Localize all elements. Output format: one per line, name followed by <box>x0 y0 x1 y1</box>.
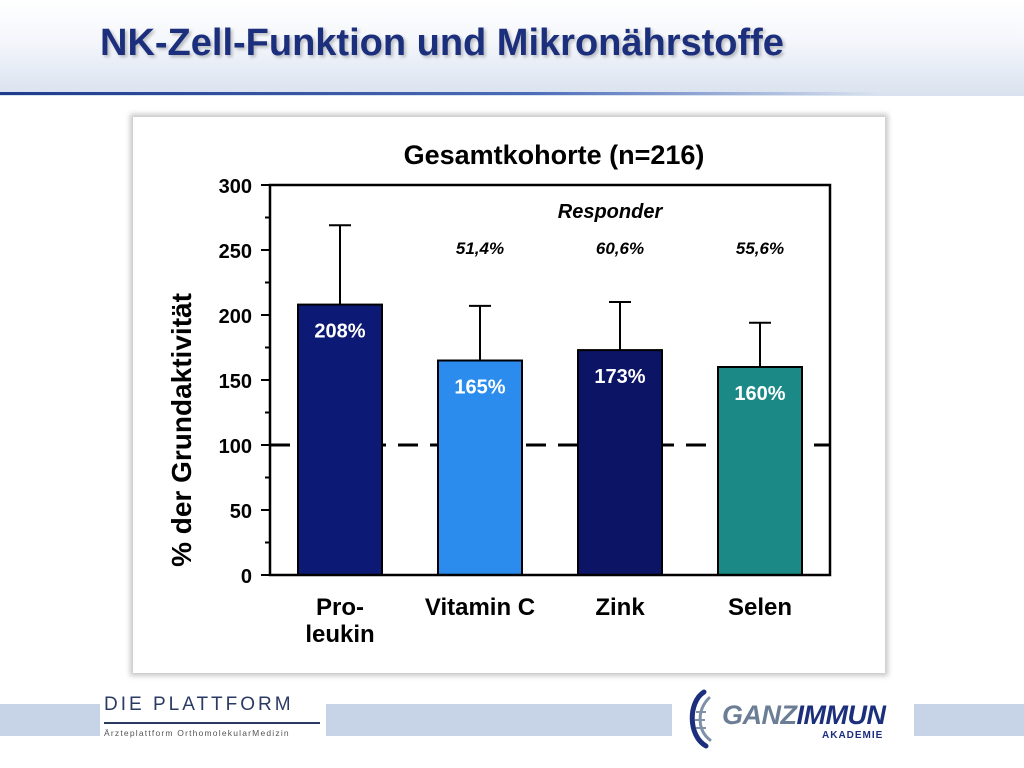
bar-value-label: 160% <box>734 383 785 405</box>
bar-proleukin <box>297 303 383 576</box>
plattform-logo-subtitle: Ärzteplattform OrthomolekularMedizin <box>104 728 290 738</box>
bar-selen <box>717 366 803 576</box>
bar-value-label: 208% <box>314 321 365 343</box>
ganzimmun-logo-part1: GANZ <box>722 700 797 730</box>
bar-value-label: 173% <box>594 366 645 388</box>
y-axis-label: % der Grundaktivität <box>166 293 197 567</box>
chart-panel: Gesamtkohorte (n=216) % der Grundaktivit… <box>133 117 885 673</box>
slide-title: NK-Zell-Funktion und Mikronährstoffe <box>100 22 784 64</box>
x-category-label: Selen <box>728 594 792 621</box>
footer-band <box>0 704 100 736</box>
ganzimmun-logo: GANZIMMUN AKADEMIE <box>682 688 914 750</box>
x-category-label: Zink <box>595 594 645 621</box>
slide-header <box>0 0 1024 96</box>
responder-label: Responder <box>558 201 664 223</box>
y-tick-label: 100 <box>219 436 252 458</box>
responder-percent: 55,6% <box>736 239 784 258</box>
footer-band <box>914 704 1024 736</box>
bar-zink <box>577 349 663 576</box>
x-category-label: Vitamin C <box>425 594 535 621</box>
plattform-logo-rule <box>104 722 320 724</box>
y-tick-label: 200 <box>219 306 252 328</box>
y-tick-label: 150 <box>219 371 252 393</box>
chart-title: Gesamtkohorte (n=216) <box>404 140 705 170</box>
plattform-logo: DIE PLATTFORM Ärzteplattform Orthomoleku… <box>104 694 324 748</box>
x-category-label: Pro- <box>316 594 364 621</box>
ganzimmun-logo-name: GANZIMMUN <box>722 700 886 731</box>
plattform-logo-name: DIE PLATTFORM <box>104 694 294 715</box>
y-tick-label: 50 <box>230 501 252 523</box>
y-tick-label: 250 <box>219 241 252 263</box>
plot-area-frame <box>268 183 832 577</box>
header-divider <box>0 92 880 95</box>
ganzimmun-logo-part2: IMMUN <box>796 700 886 730</box>
responder-percent: 60,6% <box>596 239 644 258</box>
y-tick-label: 0 <box>241 566 252 588</box>
footer-band <box>326 704 672 736</box>
helix-icon <box>689 689 712 749</box>
bar-chart: Gesamtkohorte (n=216) % der Grundaktivit… <box>166 140 832 648</box>
ganzimmun-logo-subtitle: AKADEMIE <box>822 730 884 741</box>
y-tick-label: 300 <box>219 176 252 198</box>
x-category-label: leukin <box>305 621 374 648</box>
responder-percent: 51,4% <box>456 239 504 258</box>
bar-value-label: 165% <box>454 377 505 399</box>
